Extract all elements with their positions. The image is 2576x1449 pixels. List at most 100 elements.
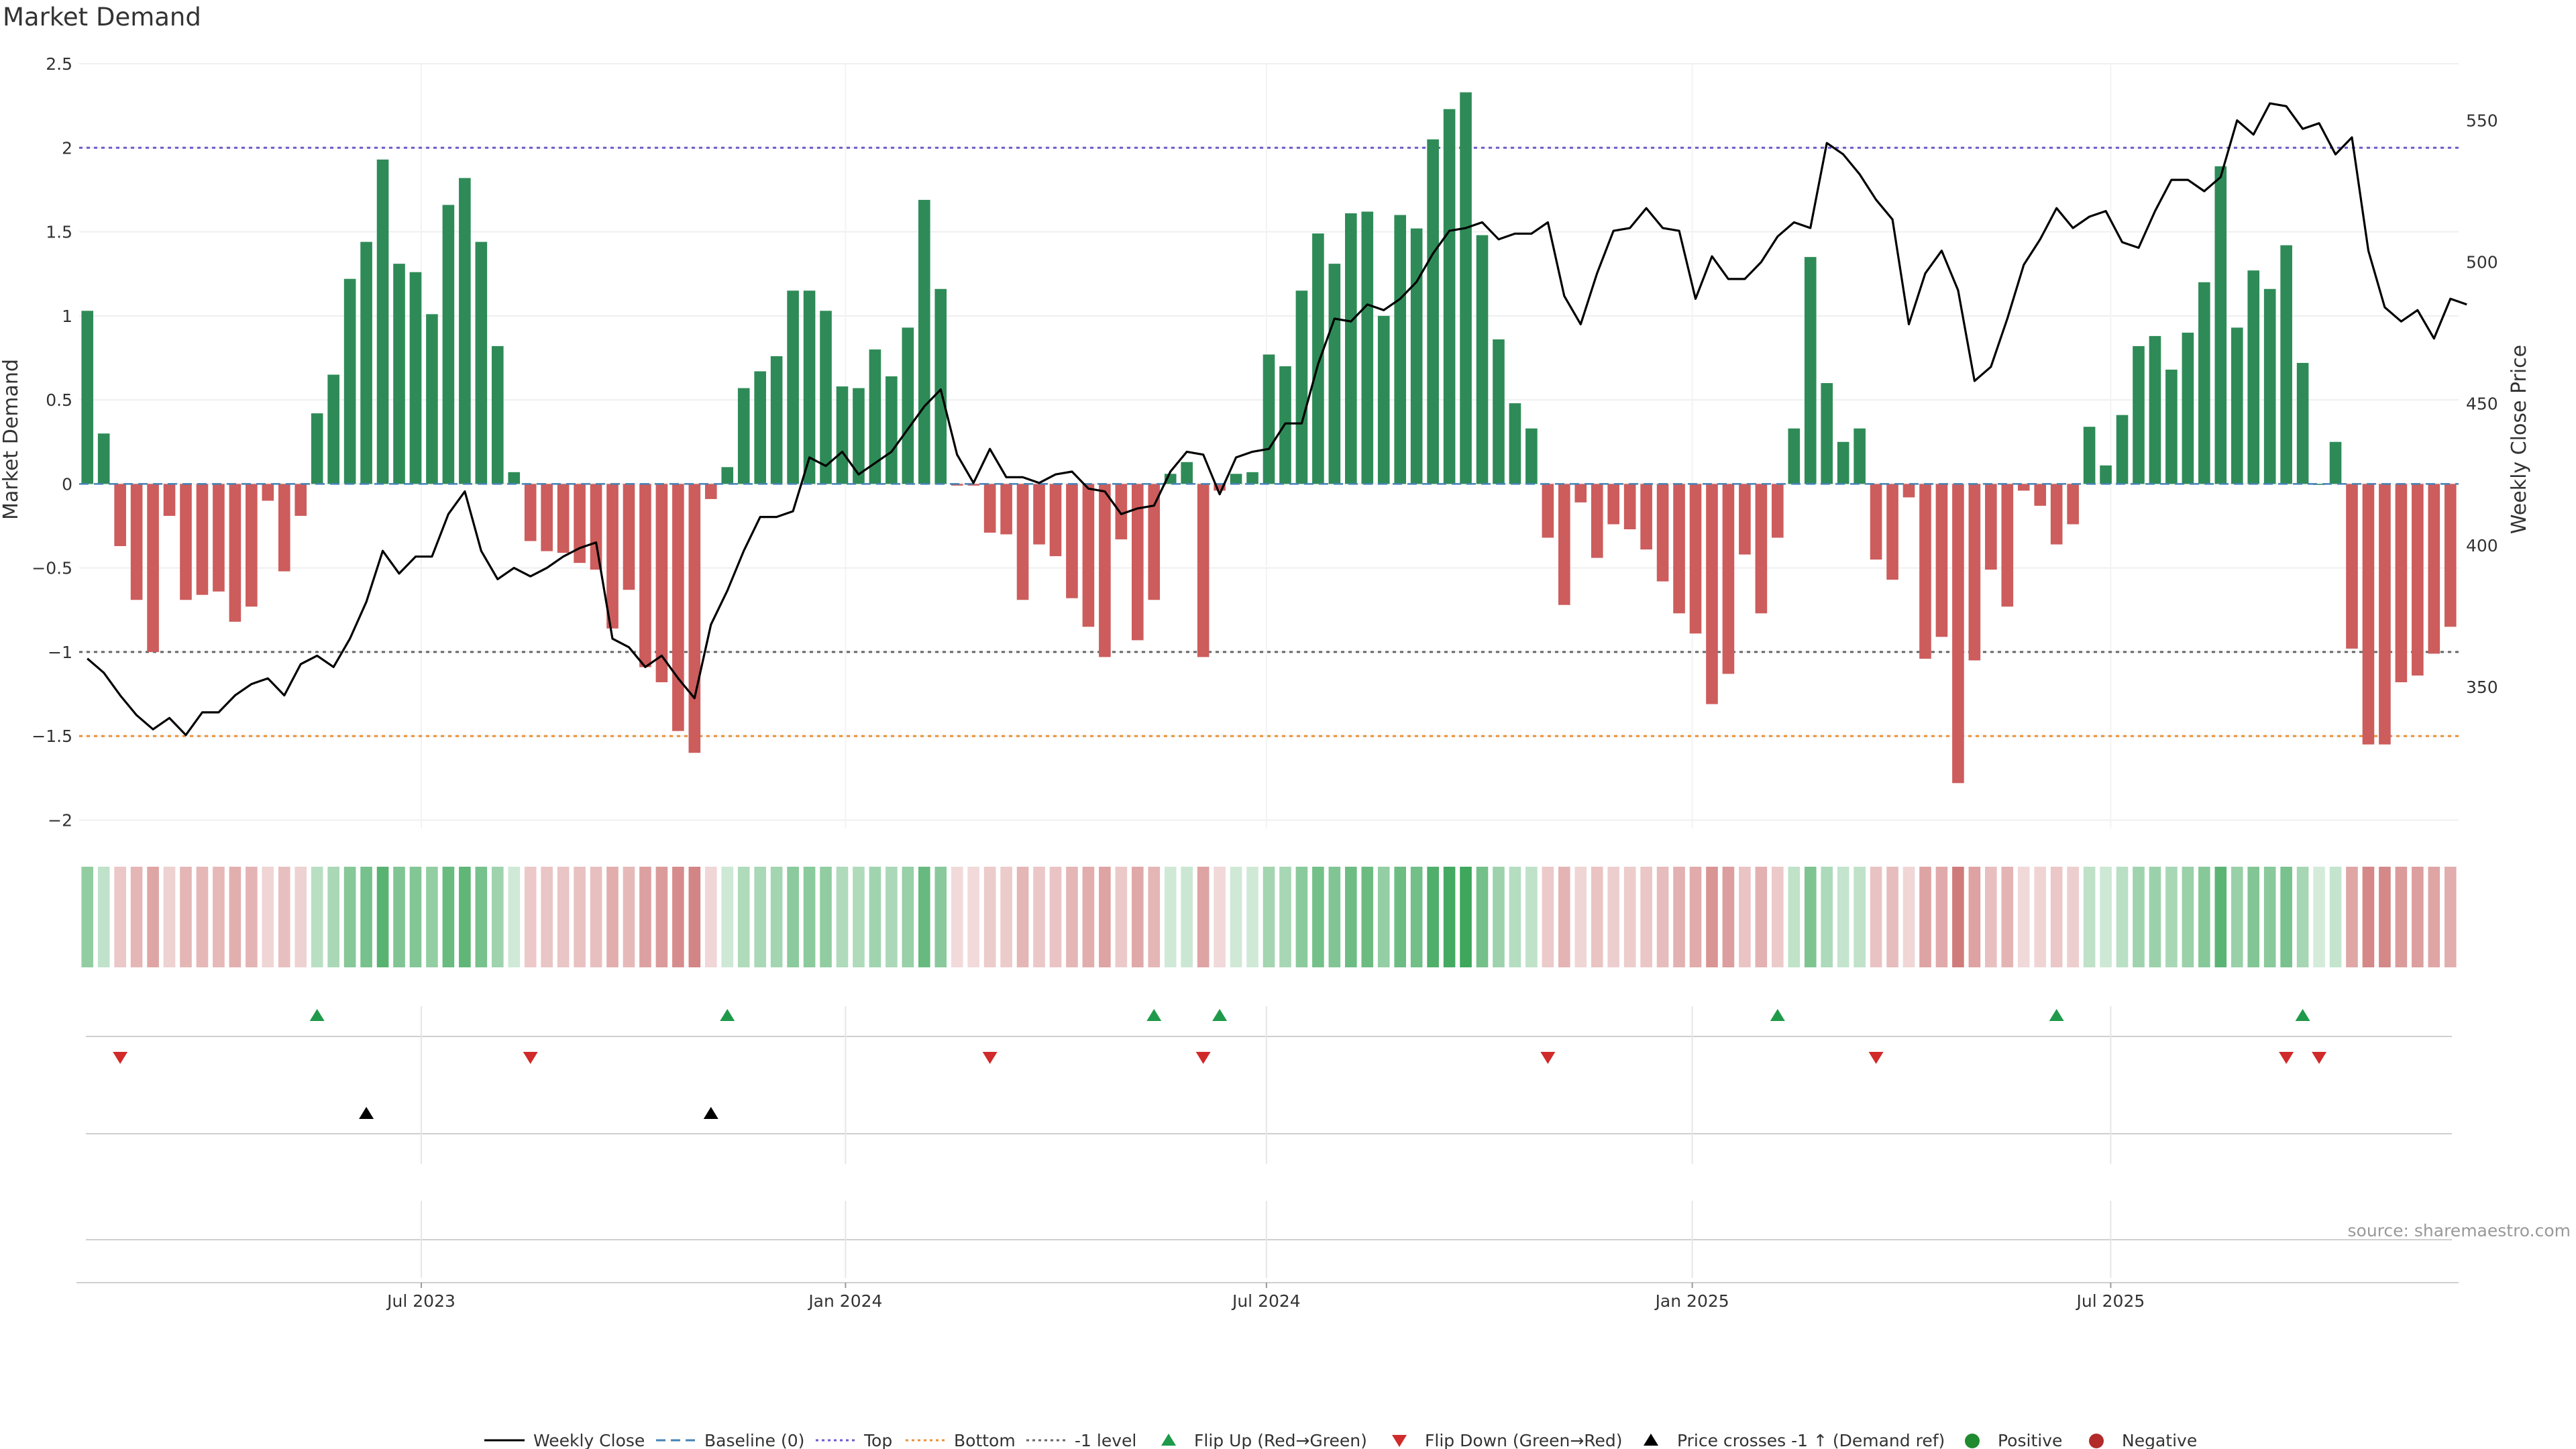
heat-cell xyxy=(1000,867,1012,967)
heat-cell xyxy=(1394,867,1407,967)
heat-cell xyxy=(524,867,537,967)
heat-cell xyxy=(343,867,356,967)
demand-bar xyxy=(1066,484,1078,598)
legend-weekly-close-label: Weekly Close xyxy=(533,1431,645,1449)
demand-bar xyxy=(623,484,635,590)
x-tick-label: Jul 2024 xyxy=(1231,1291,1301,1311)
legend-weekly-close: Weekly Close xyxy=(484,1431,645,1449)
demand-bar xyxy=(704,484,717,499)
heat-cell xyxy=(1919,867,1931,967)
heat-cell xyxy=(2395,867,2408,967)
demand-bar xyxy=(213,484,225,592)
demand-bar xyxy=(1821,383,1833,484)
demand-bar xyxy=(1656,484,1669,582)
heat-cell xyxy=(1542,867,1554,967)
heat-cell xyxy=(1772,867,1784,967)
legend-top: Top xyxy=(816,1431,892,1449)
demand-bar xyxy=(1722,484,1735,674)
demand-bar xyxy=(376,159,389,484)
demand-bar xyxy=(951,484,963,486)
heat-cell xyxy=(114,867,126,967)
triangle-up-icon xyxy=(1644,1434,1658,1446)
heat-cell xyxy=(1246,867,1258,967)
demand-bar xyxy=(2149,335,2161,484)
demand-bar xyxy=(1558,484,1570,605)
demand-bar xyxy=(1131,484,1144,641)
heat-cell xyxy=(2001,867,2014,967)
x-tick-label: Jan 2024 xyxy=(807,1291,882,1311)
heat-cell xyxy=(606,867,619,967)
demand-bar xyxy=(2362,484,2375,745)
heat-cell xyxy=(2050,867,2063,967)
triangle-up-icon xyxy=(1161,1434,1176,1446)
heat-cell xyxy=(1164,867,1177,967)
heat-cell xyxy=(918,867,930,967)
legend-flip-up-label: Flip Up (Red→Green) xyxy=(1194,1431,1367,1449)
legend-price-cross: Price crosses -1 ↑ (Demand ref) xyxy=(1644,1431,1945,1449)
demand-bar xyxy=(1854,428,1866,484)
y-tick-label: −0.5 xyxy=(32,559,72,578)
heat-cell xyxy=(557,867,570,967)
y2-tick-label: 350 xyxy=(2466,678,2498,697)
demand-bar xyxy=(2116,415,2129,484)
demand-bar xyxy=(409,272,422,484)
demand-bar xyxy=(2100,465,2112,484)
flip-down-marker xyxy=(2279,1052,2294,1064)
demand-bar xyxy=(327,374,339,484)
demand-bar xyxy=(1033,484,1045,545)
demand-bar xyxy=(1902,484,1915,498)
heat-cell xyxy=(2067,867,2079,967)
heat-cell xyxy=(655,867,668,967)
legend-positive: Positive xyxy=(1965,1431,2062,1449)
heat-cell xyxy=(934,867,947,967)
demand-bar xyxy=(1263,354,1275,484)
weekly-close-line xyxy=(87,102,2467,737)
legend: Weekly Close Baseline (0) Top Bottom -1 … xyxy=(484,1431,2197,1449)
heat-cell xyxy=(1377,867,1390,967)
heat-cell xyxy=(459,867,471,967)
heat-cell xyxy=(376,867,389,967)
chart-title: Market Demand xyxy=(3,3,201,32)
heat-cell xyxy=(1148,867,1161,967)
heat-cell xyxy=(1115,867,1128,967)
heat-cell xyxy=(869,867,881,967)
heat-cell xyxy=(2346,867,2358,967)
heat-cell xyxy=(1673,867,1685,967)
heat-cell xyxy=(508,867,521,967)
demand-bar xyxy=(2198,282,2210,484)
legend-top-label: Top xyxy=(863,1431,892,1449)
demand-bar xyxy=(294,484,307,516)
heat-cell xyxy=(311,867,323,967)
demand-bar xyxy=(2165,370,2178,484)
demand-bar xyxy=(688,484,701,753)
heat-cell xyxy=(1821,867,1833,967)
demand-bar xyxy=(1099,484,1111,657)
demand-bar xyxy=(1640,484,1652,550)
demand-bar xyxy=(737,388,750,484)
demand-bar xyxy=(803,290,816,484)
heat-cell xyxy=(2263,867,2276,967)
demand-bar xyxy=(442,205,455,484)
demand-bar xyxy=(2412,484,2424,676)
heat-cell xyxy=(951,867,963,967)
demand-bar xyxy=(1049,484,1062,557)
heat-cell xyxy=(491,867,504,967)
demand-bar xyxy=(1214,484,1226,491)
heat-cell xyxy=(1591,867,1603,967)
legend-negative: Negative xyxy=(2089,1431,2197,1449)
heat-cell xyxy=(1082,867,1095,967)
heat-cell xyxy=(196,867,209,967)
heat-cell xyxy=(1870,867,1882,967)
demand-bar xyxy=(1000,484,1012,535)
demand-bar xyxy=(590,484,602,570)
heat-cell xyxy=(836,867,849,967)
flip-down-marker xyxy=(982,1052,998,1064)
reference-lines xyxy=(79,146,2459,737)
demand-bar xyxy=(491,345,504,484)
heat-cell xyxy=(2214,867,2227,967)
heat-cell xyxy=(2017,867,2030,967)
demand-bar xyxy=(278,484,290,572)
demand-bar xyxy=(967,484,979,486)
legend-positive-label: Positive xyxy=(1998,1431,2062,1449)
heat-cell xyxy=(2313,867,2325,967)
